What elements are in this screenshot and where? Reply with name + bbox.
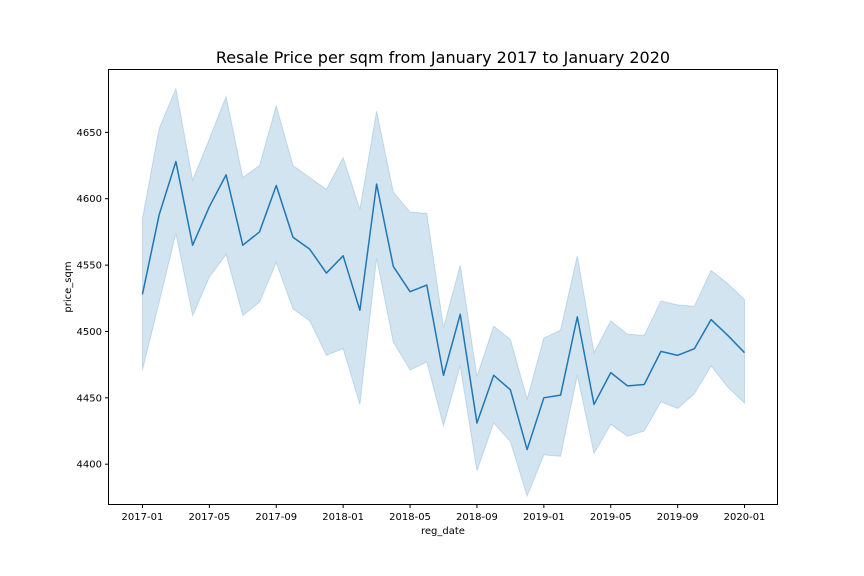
y-tick-label: 4600 — [77, 194, 102, 205]
x-tick-label: 2018-09 — [456, 512, 498, 523]
x-tick-label: 2018-05 — [389, 512, 431, 523]
x-tick-label: 2019-09 — [657, 512, 699, 523]
x-axis: 2017-01 2017-05 2017-09 2018-01 2018-05 2018-… — [122, 504, 766, 523]
x-tick-label: 2018-01 — [322, 512, 364, 523]
plot-frame — [108, 69, 778, 505]
confidence-band — [141, 86, 746, 498]
x-tick-label: 2019-01 — [523, 512, 565, 523]
y-axis: 4400 4450 4500 4550 4600 4650 — [77, 128, 109, 471]
y-tick-label: 4650 — [77, 128, 102, 139]
y-tick-label: 4500 — [77, 327, 102, 338]
plot-area — [141, 86, 746, 498]
y-tick-label: 4450 — [77, 393, 102, 404]
x-tick-label: 2019-05 — [590, 512, 632, 523]
y-axis-label: price_sqm — [63, 261, 74, 312]
x-axis-label: reg_date — [421, 526, 465, 537]
y-tick-label: 4400 — [77, 460, 102, 471]
x-tick-label: 2017-01 — [122, 512, 164, 523]
series-line — [141, 160, 746, 451]
chart-title: Resale Price per sqm from January 2017 t… — [216, 48, 670, 67]
x-tick-label: 2017-05 — [188, 512, 230, 523]
y-tick-label: 4550 — [77, 261, 102, 272]
x-tick-label: 2020-01 — [724, 512, 766, 523]
x-tick-label: 2017-09 — [255, 512, 297, 523]
